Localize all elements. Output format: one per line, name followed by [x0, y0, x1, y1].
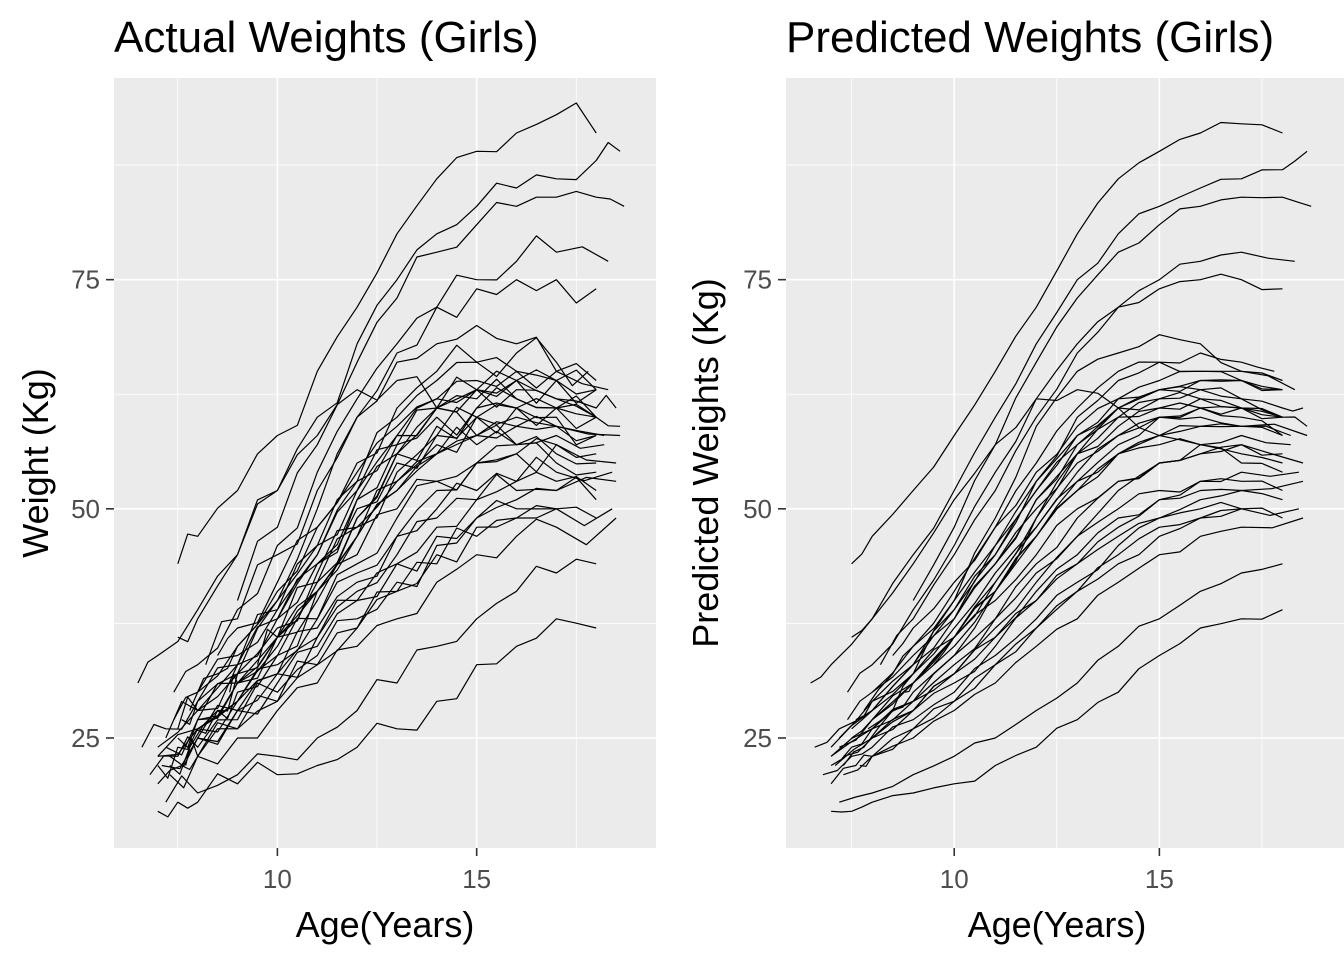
series-line	[839, 563, 1283, 803]
series-line	[871, 501, 1283, 739]
series-line	[994, 398, 1283, 565]
series-line	[843, 517, 1304, 776]
series-line	[181, 416, 605, 725]
y-tick-label: 75	[743, 265, 772, 295]
series-line	[197, 398, 621, 721]
series-line	[316, 387, 597, 565]
series-line	[157, 618, 597, 818]
series-line	[867, 478, 1283, 730]
series-line	[185, 505, 613, 766]
x-axis-label-predicted: Age(Years)	[968, 904, 1147, 945]
series-line	[193, 471, 597, 734]
series-line	[169, 517, 617, 789]
y-tick-label: 50	[743, 494, 772, 524]
chart-title-predicted: Predicted Weights (Girls)	[786, 13, 1274, 62]
series-line	[859, 508, 1300, 767]
x-tick-label: 10	[263, 864, 292, 894]
series-line	[177, 426, 597, 729]
series-line	[277, 379, 597, 620]
series-line	[205, 235, 609, 665]
axes-predicted: 10 15 25 50 75	[743, 265, 1174, 894]
series-line	[236, 190, 625, 601]
series-line	[879, 251, 1295, 665]
y-tick-label: 50	[71, 494, 100, 524]
axes-actual: 10 15 25 50 75	[71, 265, 491, 894]
x-tick-label: 10	[940, 864, 969, 894]
y-axis-label-actual: Weight (Kg)	[15, 368, 56, 557]
series-line	[177, 141, 621, 643]
x-tick-label: 15	[1145, 864, 1174, 894]
series-line	[149, 476, 617, 776]
series-line	[843, 488, 1283, 757]
series-lines-predicted	[810, 121, 1312, 813]
series-line	[157, 434, 605, 757]
series-line	[256, 415, 597, 665]
series-line	[933, 423, 1283, 666]
series-line	[831, 609, 1283, 813]
series-line	[830, 391, 1283, 748]
series-line	[851, 121, 1283, 565]
series-line	[912, 196, 1312, 601]
series-line	[834, 471, 1299, 766]
series-line	[892, 386, 1304, 656]
series-line	[189, 402, 597, 711]
series-line	[851, 150, 1308, 638]
panel-actual-weights: Actual Weights (Girls) 10 15 25 50 75 Age(Ye…	[15, 13, 656, 945]
series-line	[165, 558, 597, 803]
chart-title-actual: Actual Weights (Girls)	[114, 13, 539, 62]
series-line	[830, 508, 1242, 785]
y-tick-label: 75	[71, 265, 100, 295]
series-line	[173, 279, 597, 693]
series-line	[822, 480, 1304, 776]
y-tick-label: 25	[71, 723, 100, 753]
series-line	[871, 407, 1308, 721]
series-line	[165, 337, 589, 739]
series-line	[177, 102, 597, 564]
panel-predicted-weights: Predicted Weights (Girls) 10 15 25 50 75 Age…	[685, 13, 1344, 945]
y-tick-label: 25	[743, 723, 772, 753]
series-line	[846, 273, 1283, 693]
series-lines-actual	[137, 102, 625, 818]
series-line	[197, 499, 597, 745]
series-line	[217, 389, 617, 656]
series-line	[830, 434, 1291, 757]
x-tick-label: 15	[462, 864, 491, 894]
series-line	[855, 416, 1291, 721]
y-axis-label-predicted: Predicted Weights (Kg)	[685, 278, 726, 648]
x-axis-label-actual: Age(Years)	[296, 904, 475, 945]
